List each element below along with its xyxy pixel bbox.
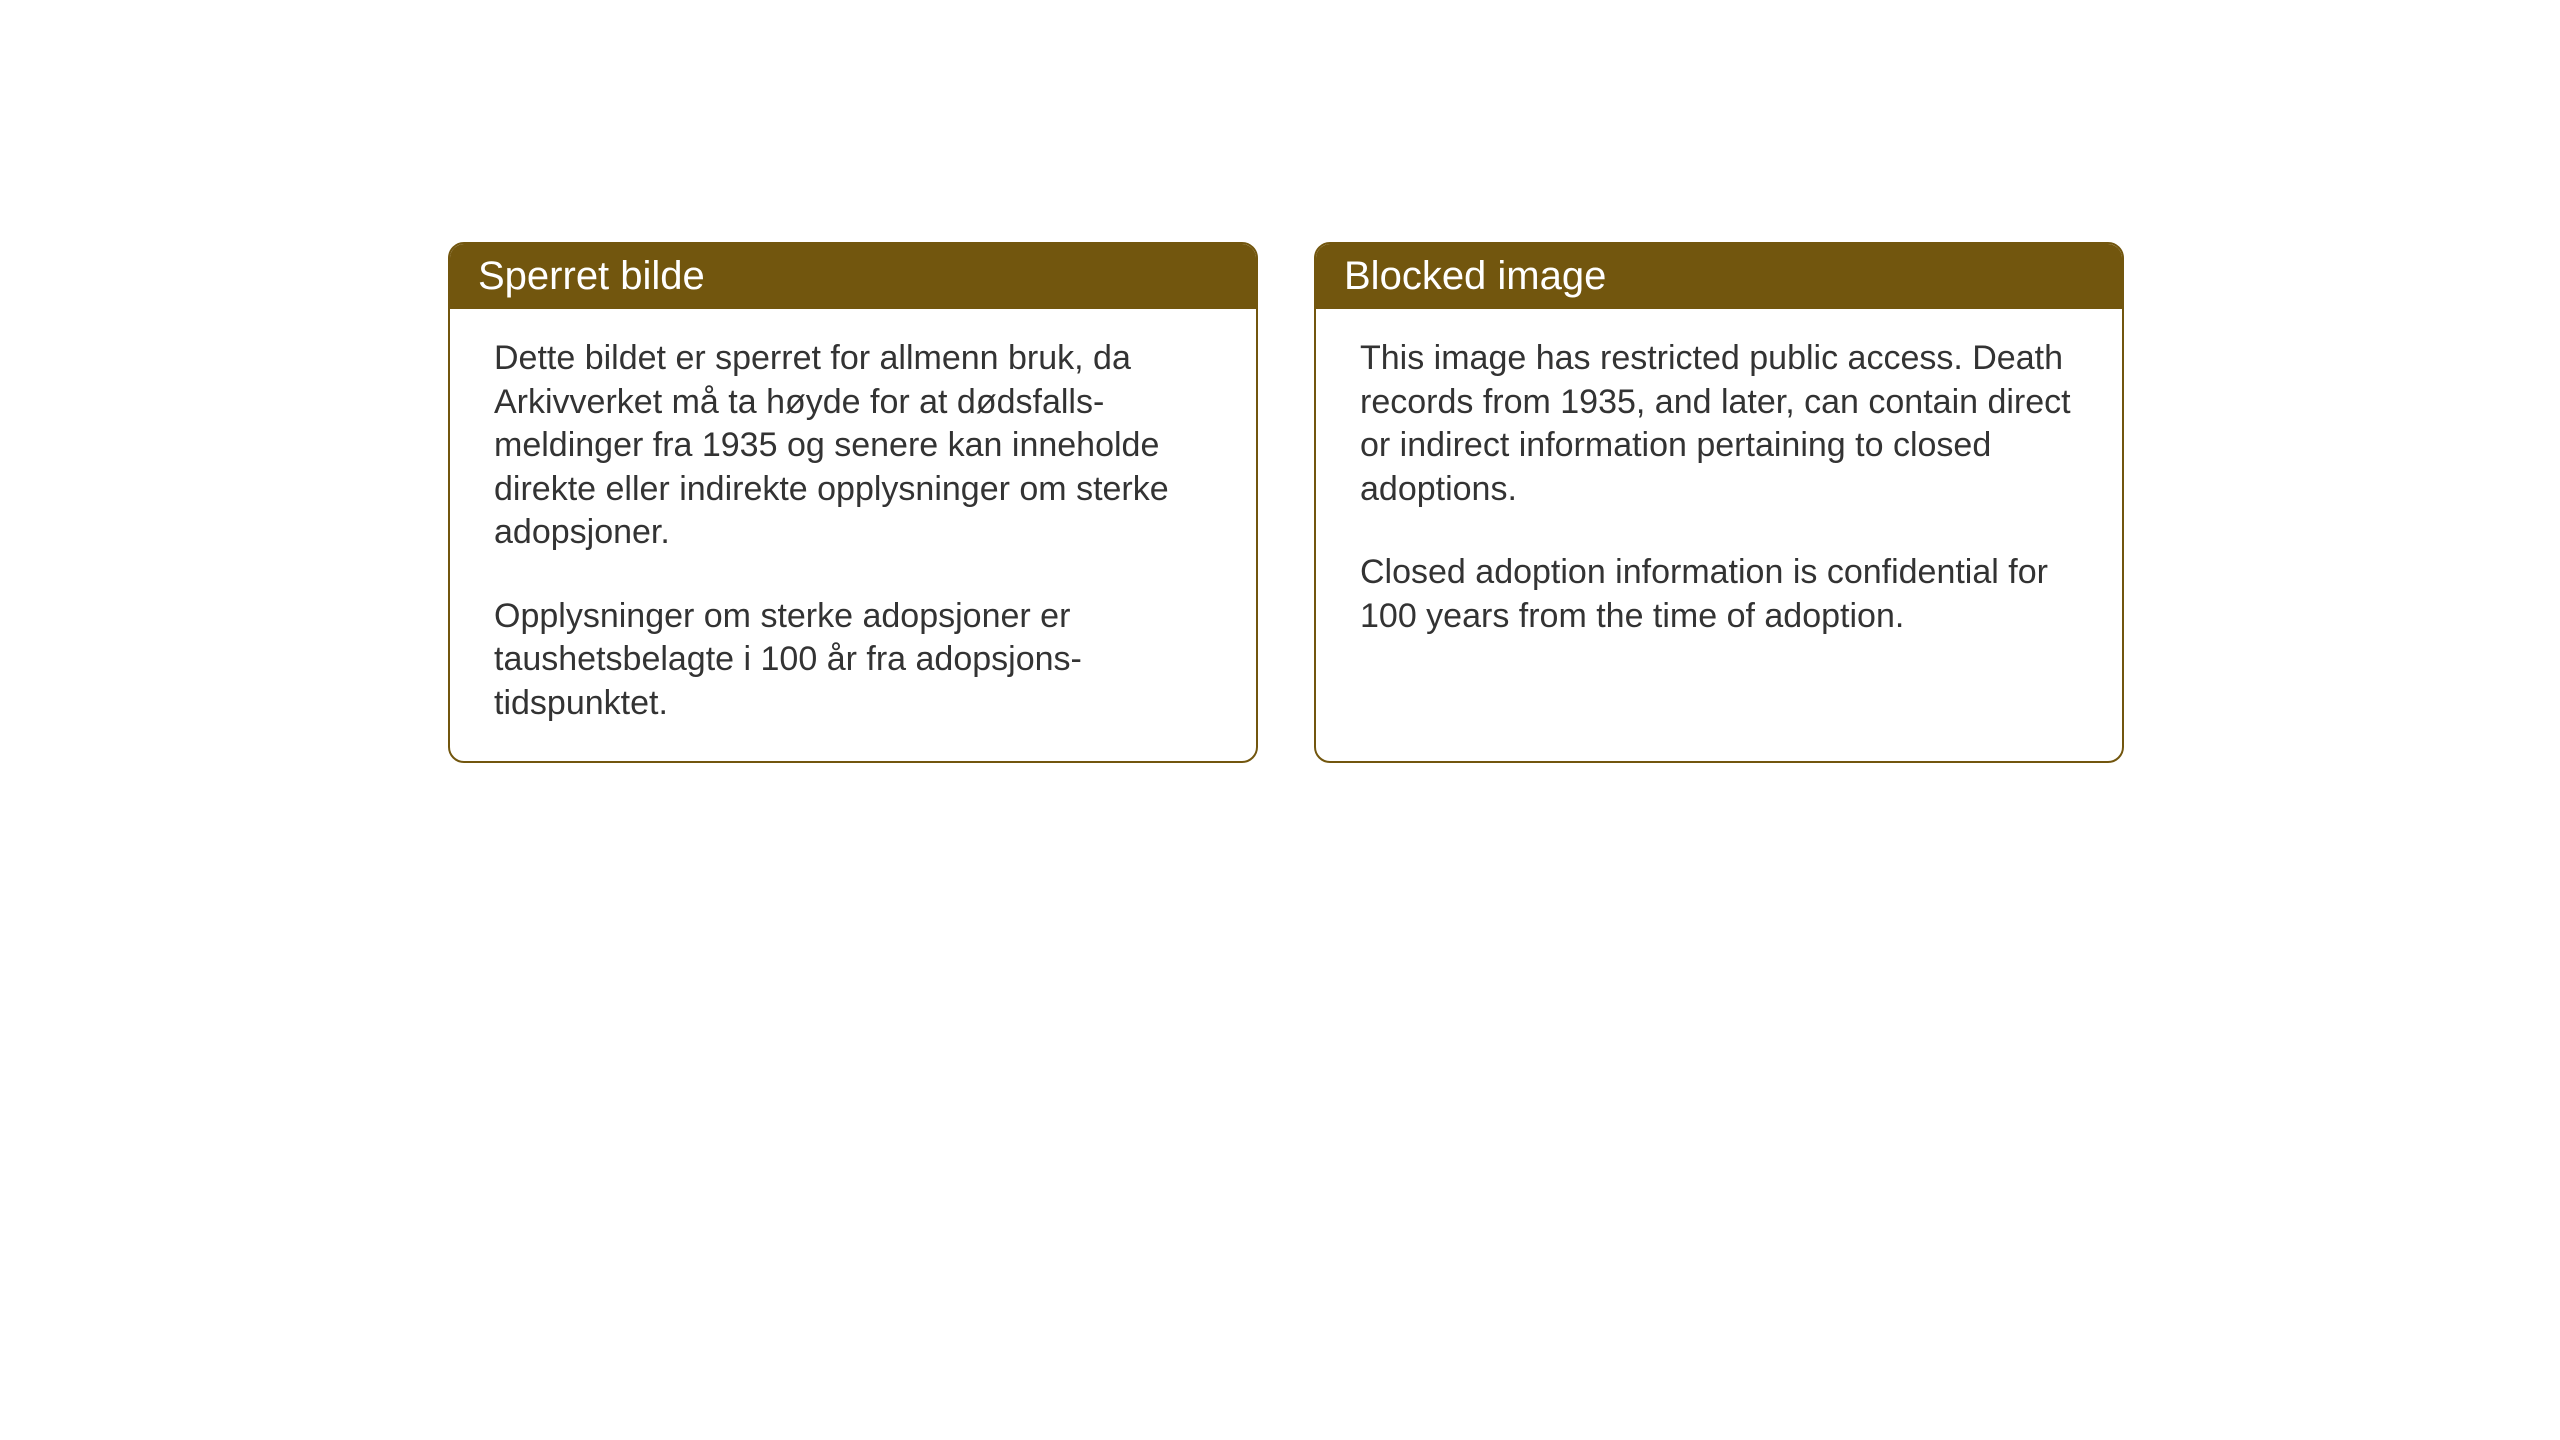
norwegian-card-body: Dette bildet er sperret for allmenn bruk… xyxy=(450,309,1256,761)
english-paragraph-2: Closed adoption information is confident… xyxy=(1360,551,2078,638)
norwegian-notice-card: Sperret bilde Dette bildet er sperret fo… xyxy=(448,242,1258,763)
norwegian-card-title: Sperret bilde xyxy=(450,244,1256,309)
norwegian-paragraph-1: Dette bildet er sperret for allmenn bruk… xyxy=(494,337,1212,555)
english-paragraph-1: This image has restricted public access.… xyxy=(1360,337,2078,511)
norwegian-paragraph-2: Opplysninger om sterke adopsjoner er tau… xyxy=(494,595,1212,726)
english-card-title: Blocked image xyxy=(1316,244,2122,309)
cards-container: Sperret bilde Dette bildet er sperret fo… xyxy=(448,242,2124,763)
english-notice-card: Blocked image This image has restricted … xyxy=(1314,242,2124,763)
english-card-body: This image has restricted public access.… xyxy=(1316,309,2122,674)
